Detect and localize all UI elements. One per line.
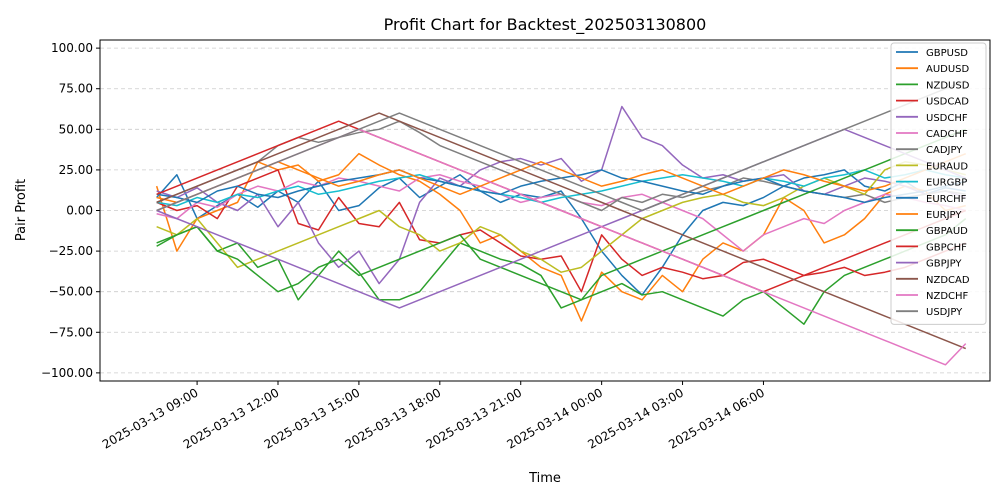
series-lines xyxy=(155,79,967,366)
legend-label: EURGBP xyxy=(926,178,967,189)
legend-label: GBPCHF xyxy=(926,242,967,253)
legend-label: AUDUSD xyxy=(926,64,970,75)
legend-label: USDCAD xyxy=(926,97,969,108)
series-line-gbpusd xyxy=(156,169,966,296)
series-line-usdjpy xyxy=(156,79,967,212)
series-line-usdchf xyxy=(156,105,966,285)
plot-frame xyxy=(99,39,991,382)
series-line-euraud xyxy=(156,161,966,273)
y-tick-label: 75.00 xyxy=(59,82,93,96)
y-axis-label: Pair Profit xyxy=(14,179,29,241)
legend-label: CADCHF xyxy=(926,129,968,140)
y-tick-label: 50.00 xyxy=(59,122,93,136)
y-tick-label: −50.00 xyxy=(49,285,93,299)
y-tick-label: 100.00 xyxy=(51,41,93,55)
series-line-gbpaud xyxy=(156,128,967,301)
legend: GBPUSD AUDUSD NZDUSD USDCAD USDCHF CADCHF CADJ… xyxy=(890,42,987,325)
legend-label: GBPUSD xyxy=(926,48,968,59)
legend-label: NZDUSD xyxy=(926,80,970,91)
series-line-eurgbp xyxy=(156,169,966,207)
x-axis-label: Time xyxy=(528,471,561,486)
grid-lines xyxy=(100,47,990,374)
legend-label: CADJPY xyxy=(926,145,963,156)
legend-label: NZDCHF xyxy=(926,291,969,302)
series-line-usdcad xyxy=(156,169,967,293)
legend-box xyxy=(890,42,987,325)
series-line-nzdcad xyxy=(156,112,967,350)
legend-label: EURCHF xyxy=(926,194,967,205)
chart-title: Profit Chart for Backtest_202503130800 xyxy=(384,15,707,35)
legend-label: EURJPY xyxy=(926,210,962,221)
legend-label: USDJPY xyxy=(926,307,963,318)
legend-label: GBPJPY xyxy=(926,259,962,270)
legend-label: USDCHF xyxy=(926,113,968,124)
y-tick-label: 0.00 xyxy=(66,204,93,218)
y-tick-label: −25.00 xyxy=(49,244,93,258)
legend-label: GBPAUD xyxy=(926,226,968,237)
y-tick-label: 25.00 xyxy=(59,163,93,177)
y-tick-label: −75.00 xyxy=(49,325,93,339)
legend-label: NZDCAD xyxy=(926,275,970,286)
y-tick-label: −100.00 xyxy=(41,366,93,380)
legend-label: EURAUD xyxy=(926,161,968,172)
